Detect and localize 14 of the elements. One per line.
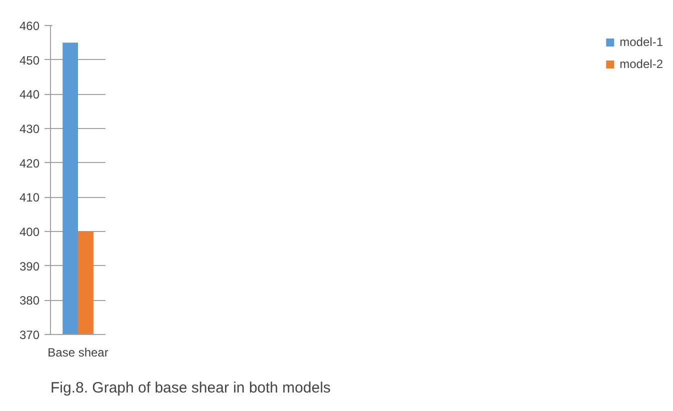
y-tick-label: 380 xyxy=(19,294,40,308)
y-tick-label: 430 xyxy=(19,122,40,136)
y-tick-label: 400 xyxy=(19,225,40,239)
legend-label: model-2 xyxy=(620,57,663,71)
legend-label: model-1 xyxy=(620,35,663,49)
y-tick-label: 370 xyxy=(19,328,40,342)
x-tick-label: Base shear xyxy=(48,346,108,360)
y-tick-label: 410 xyxy=(19,190,40,205)
y-tick-label: 440 xyxy=(19,88,40,102)
y-tick-label: 420 xyxy=(19,156,40,170)
y-tick-label: 390 xyxy=(19,259,40,274)
y-tick-label: 450 xyxy=(19,53,40,68)
y-tick-label: 460 xyxy=(19,19,40,33)
caption: Fig.8. Graph of base shear in both models xyxy=(50,380,331,396)
